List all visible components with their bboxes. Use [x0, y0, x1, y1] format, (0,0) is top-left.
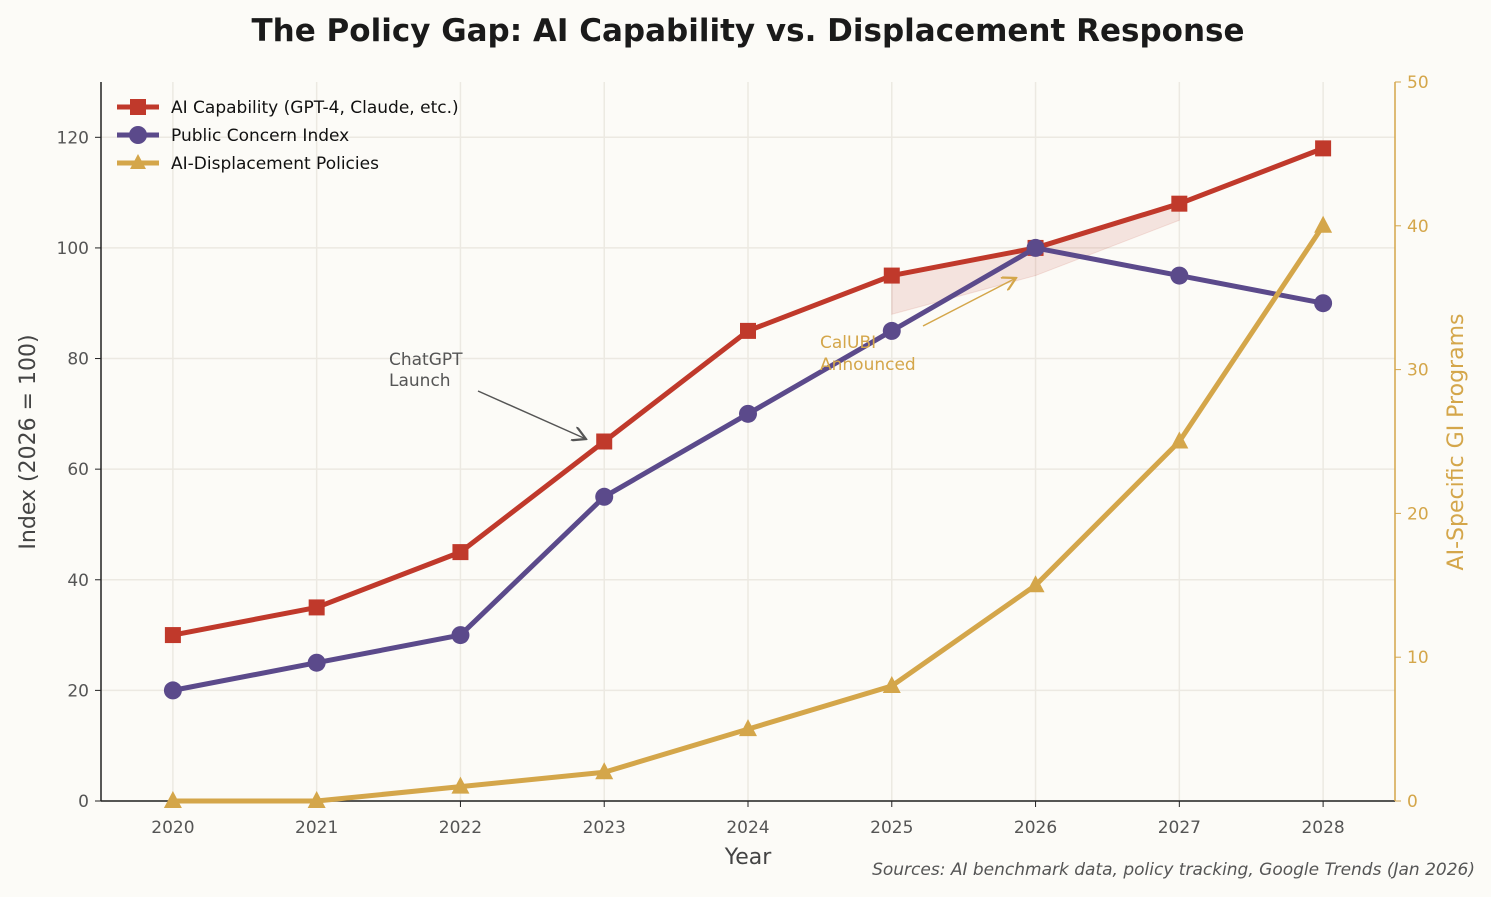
y-tick-label: 100	[57, 239, 89, 259]
x-tick-label: 2022	[439, 818, 482, 838]
ai-capability-point	[164, 627, 181, 644]
public-concern-point	[1026, 238, 1045, 257]
chart-title: The Policy Gap: AI Capability vs. Displa…	[252, 13, 1245, 49]
y2-tick-label: 20	[1407, 504, 1429, 524]
ai-capability-point	[883, 267, 900, 284]
x-tick-label: 2025	[870, 818, 913, 838]
legend-label: AI Capability (GPT-4, Claude, etc.)	[171, 98, 459, 118]
public-concern-point	[882, 321, 901, 340]
policies-point	[1026, 575, 1045, 593]
y-tick-label: 40	[67, 571, 89, 591]
public-concern-point	[307, 653, 326, 672]
axes: 2020 2021 2022 2023 2024 2025 2026 2027 2028 0 20 4…	[57, 73, 1429, 838]
ai-capability-point	[452, 544, 469, 561]
ai-capability-point	[1315, 140, 1332, 157]
y2-tick-label: 10	[1407, 648, 1429, 668]
legend: AI Capability (GPT-4, Claude, etc.) Publi…	[117, 98, 459, 174]
chatgpt-annotation-text: ChatGPT	[389, 350, 463, 370]
ai-capability-point	[308, 599, 325, 616]
y-tick-label: 80	[67, 350, 89, 370]
ai-capability-point	[740, 322, 756, 339]
policies-point	[739, 719, 757, 737]
footnote: Sources: AI benchmark data, policy track…	[872, 860, 1475, 880]
y-tick-label: 20	[67, 681, 89, 701]
x-tick-label: 2028	[1301, 818, 1344, 838]
policies-point	[1314, 215, 1333, 233]
legend-label: AI-Displacement Policies	[171, 154, 379, 174]
y-tick-label: 60	[67, 460, 89, 480]
x-tick-label: 2023	[583, 818, 626, 838]
y2-tick-label: 0	[1407, 792, 1418, 812]
y-tick-label: 120	[57, 128, 89, 148]
public-concern-point	[595, 487, 614, 506]
y-tick-label: 0	[78, 792, 89, 812]
public-concern-point	[739, 404, 757, 423]
ai-capability-point	[596, 433, 613, 450]
chatgpt-annotation-arrow	[477, 390, 586, 439]
policies-point	[307, 791, 326, 808]
x-axis-label: Year	[724, 845, 773, 870]
x-tick-label: 2021	[295, 818, 338, 838]
legend-marker	[130, 99, 146, 115]
public-concern-point	[163, 681, 182, 700]
policies-point	[451, 776, 470, 794]
y2-tick-label: 50	[1407, 73, 1429, 93]
policies-point	[882, 675, 901, 693]
x-tick-label: 2024	[726, 818, 769, 838]
legend-marker	[129, 126, 147, 144]
calubi-annotation-text: Announced	[820, 355, 916, 375]
legend-label: Public Concern Index	[171, 126, 349, 146]
calubi-annotation-arrow	[922, 278, 1016, 327]
ai-capability-point	[1171, 195, 1188, 212]
legend-marker	[130, 154, 146, 169]
policies-point	[595, 762, 614, 780]
y2-tick-label: 40	[1407, 217, 1429, 237]
series-layer	[163, 140, 1333, 808]
y2-axis-label: AI-Specific GI Programs	[1444, 314, 1469, 571]
public-concern-point	[1314, 294, 1333, 313]
x-tick-label: 2027	[1158, 818, 1201, 838]
y-axis-label: Index (2026 = 100)	[16, 334, 41, 549]
chatgpt-annotation-text: Launch	[389, 371, 451, 391]
policies-point	[163, 791, 182, 808]
x-tick-label: 2020	[151, 818, 194, 838]
grid	[101, 82, 1395, 802]
policies-point	[1170, 431, 1189, 449]
y2-tick-label: 30	[1407, 361, 1429, 381]
public-concern-point	[451, 626, 470, 645]
x-tick-label: 2026	[1014, 818, 1057, 838]
calubi-annotation-text: CalUBI	[820, 333, 876, 353]
public-concern-point	[1170, 266, 1189, 285]
